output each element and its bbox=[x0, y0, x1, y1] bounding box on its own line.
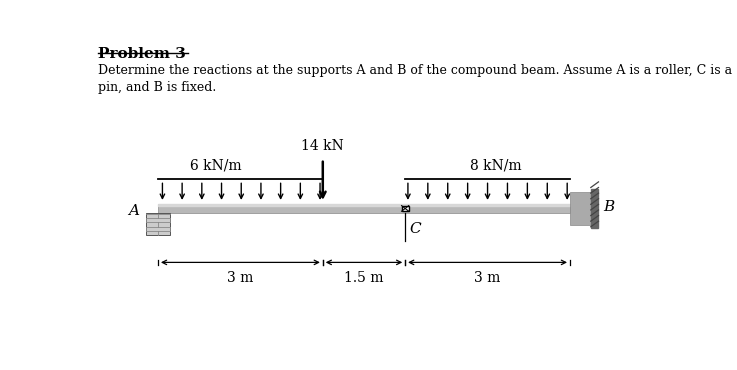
Text: 6 kN/m: 6 kN/m bbox=[190, 159, 242, 172]
Text: 3 m: 3 m bbox=[475, 271, 500, 285]
Text: B: B bbox=[603, 200, 614, 214]
Text: 14 kN: 14 kN bbox=[301, 139, 344, 153]
Bar bbox=[147, 213, 170, 235]
Text: Determine the reactions at the supports A and B of the compound beam. Assume A i: Determine the reactions at the supports … bbox=[97, 64, 732, 77]
Text: 1.5 m: 1.5 m bbox=[344, 271, 384, 285]
Bar bbox=[591, 189, 598, 228]
Bar bbox=[158, 204, 570, 213]
Text: pin, and B is fixed.: pin, and B is fixed. bbox=[97, 81, 216, 94]
Text: Problem 3: Problem 3 bbox=[97, 47, 186, 61]
Text: A: A bbox=[128, 204, 139, 218]
Text: 3 m: 3 m bbox=[227, 271, 254, 285]
Bar bbox=[570, 192, 591, 225]
Bar bbox=[402, 206, 409, 211]
Text: C: C bbox=[410, 222, 421, 236]
Bar bbox=[158, 204, 570, 206]
Text: 8 kN/m: 8 kN/m bbox=[470, 159, 522, 172]
